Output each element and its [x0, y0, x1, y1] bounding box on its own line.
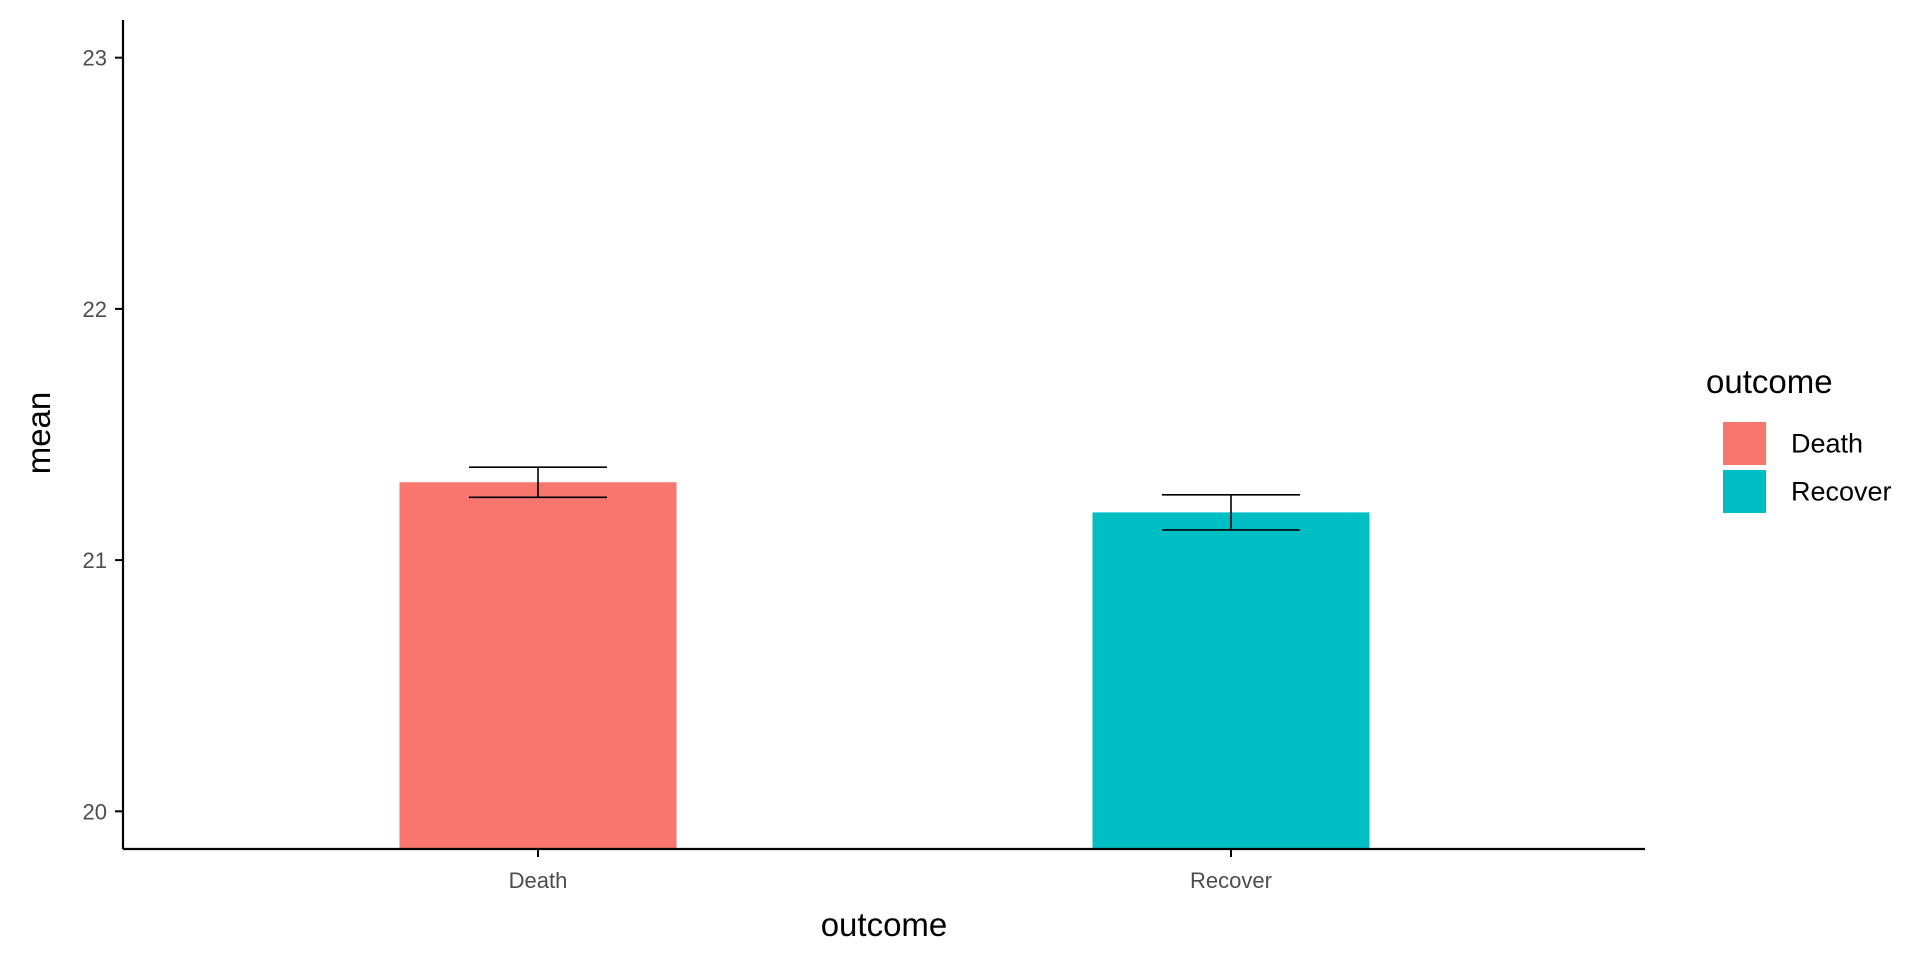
y-tick-label: 20 — [83, 799, 107, 824]
x-axis: Death Recover — [123, 847, 1645, 893]
legend-label-recover: Recover — [1791, 477, 1892, 507]
y-tick-label: 23 — [83, 46, 107, 71]
legend-key-recover — [1723, 470, 1766, 513]
bar-death — [399, 482, 677, 849]
legend-title: outcome — [1706, 363, 1833, 400]
legend: outcome Death Recover — [1706, 363, 1892, 513]
plot-area — [399, 466, 1370, 849]
error-bar-death — [469, 466, 607, 499]
error-bar-recover — [1162, 493, 1300, 531]
y-tick-label: 21 — [83, 548, 107, 573]
y-tick-label: 22 — [83, 297, 107, 322]
bar-recover — [1092, 512, 1370, 849]
y-axis: 20 21 22 23 — [83, 20, 125, 849]
x-tick-label-recover: Recover — [1190, 868, 1272, 893]
y-axis-title: mean — [20, 392, 57, 475]
x-tick-label-death: Death — [509, 868, 568, 893]
x-axis-title: outcome — [821, 906, 948, 943]
legend-key-death — [1723, 422, 1766, 465]
legend-label-death: Death — [1791, 429, 1863, 459]
